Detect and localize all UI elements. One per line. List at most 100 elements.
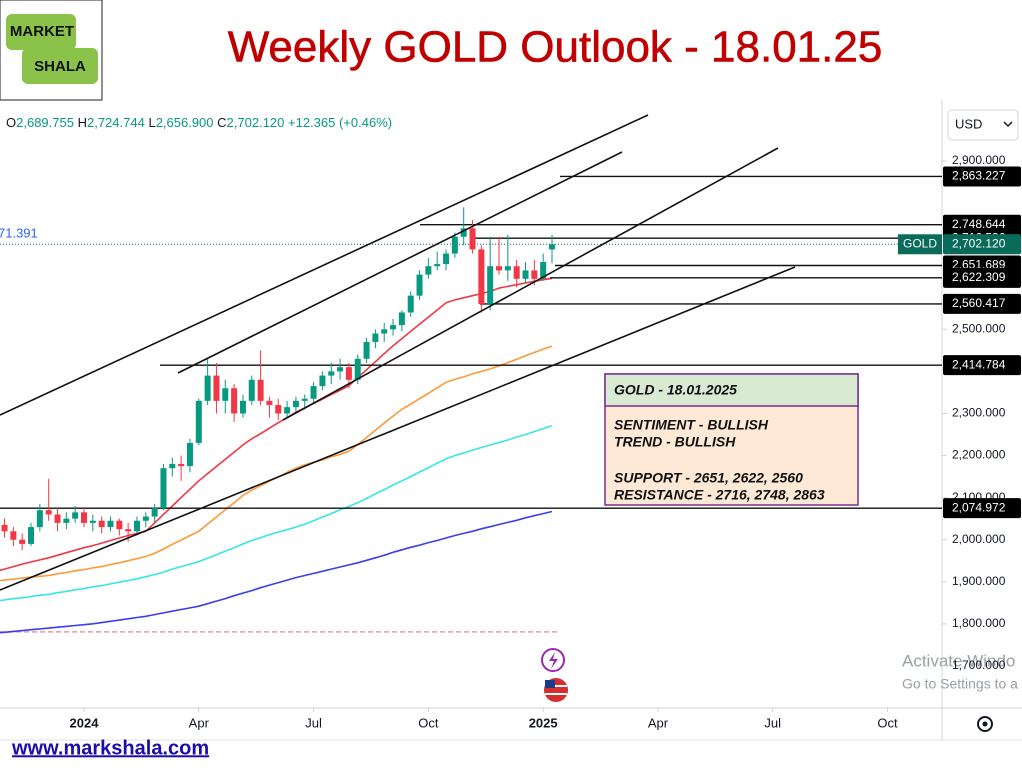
candle-body [72, 512, 79, 519]
candle-body [178, 463, 185, 467]
plot-area [0, 175, 942, 634]
footer-url[interactable]: www.markshala.com [11, 737, 209, 759]
candle-body [513, 266, 520, 279]
candle-body [390, 325, 397, 330]
candle-body [142, 516, 149, 521]
candle-body [381, 329, 388, 334]
title: Weekly GOLD Outlook - 18.01.25 [228, 23, 883, 72]
candle-body [125, 529, 132, 532]
candle-body [195, 400, 202, 443]
level-box [943, 267, 1021, 288]
candle-body [478, 249, 485, 305]
ohlc-key: H [78, 115, 87, 130]
x-tick-label: Apr [648, 715, 669, 730]
candle-body [345, 367, 352, 380]
candle-body [284, 407, 291, 414]
moving-average-line [0, 424, 553, 602]
candle-body [416, 274, 423, 296]
candle-body [469, 228, 476, 250]
candle-body [354, 358, 361, 380]
logo-text: SHALA [34, 58, 86, 75]
ohlc-change: +12.365 (+0.46%) [288, 115, 392, 130]
candle-body [531, 270, 538, 279]
candle-body [319, 375, 326, 387]
candle-body [45, 510, 52, 515]
candle-body [257, 379, 264, 401]
candle-body [496, 266, 503, 271]
moving-average-line [0, 510, 553, 634]
level-label: 2,748.644 [952, 217, 1006, 231]
last-price-label: 2,702.120 [952, 236, 1006, 250]
candle-body [443, 253, 450, 265]
level-box [943, 166, 1021, 187]
candle-body [310, 386, 317, 399]
settings-button[interactable] [977, 716, 993, 732]
ohlc-key: O [6, 115, 16, 130]
currency-label[interactable]: USD [955, 116, 982, 131]
x-tick-label: Apr [189, 715, 210, 730]
info-title: GOLD - 18.01.2025 [614, 382, 737, 398]
candle-body [540, 261, 547, 279]
candle-body [63, 518, 70, 523]
candle-body [89, 520, 96, 523]
candle-body [275, 405, 282, 414]
candle-body [160, 468, 167, 509]
currency-dropdown[interactable]: USD [947, 109, 1019, 141]
ohlc-key: C [217, 115, 226, 130]
last-price-box [943, 234, 1021, 255]
candle-body [407, 295, 414, 313]
candle-body [363, 341, 370, 359]
ohlc-value: 2,724.744 [87, 115, 145, 130]
candle-body [328, 371, 335, 376]
ohlc-value: 2,689.755 [16, 115, 74, 130]
logo: MARKET SHALA [0, 0, 103, 101]
x-tick-label: Oct [877, 715, 898, 730]
watermark: Go to Settings to a [902, 676, 1018, 692]
y-tick-label: 2,500.000 [952, 321, 1006, 335]
candle-body [133, 520, 140, 532]
candle-body [266, 400, 273, 406]
candle-body [425, 266, 432, 275]
ohlc-value: 2,656.900 [156, 115, 214, 130]
x-tick-label: 2024 [70, 715, 100, 730]
y-tick-label: 1,900.000 [952, 574, 1006, 588]
candle-body [36, 510, 43, 528]
y-tick-label: 2,300.000 [952, 406, 1006, 420]
candle-body [204, 375, 211, 401]
x-tick-label: Jul [764, 715, 781, 730]
level-box [943, 293, 1021, 314]
candle-body [434, 264, 441, 267]
logo-text: MARKET [10, 23, 74, 40]
candle-body [186, 442, 193, 467]
candle-body [107, 520, 114, 528]
level-label: 2,560.417 [952, 296, 1006, 310]
candle-body [81, 512, 87, 523]
candle-body [98, 520, 105, 528]
x-tick-label: Jul [305, 715, 322, 730]
candle-body [1, 524, 8, 532]
info-line: RESISTANCE - 2716, 2748, 2863 [614, 487, 825, 503]
candle-body [292, 400, 299, 408]
candle-body [19, 539, 26, 544]
ohlc-value: 2,702.120 [227, 115, 285, 130]
watermark: Activate Windo [902, 651, 1015, 670]
candle-body [548, 244, 555, 250]
level-label: 2,414.784 [952, 357, 1006, 371]
level-label: 2,863.227 [952, 169, 1006, 183]
level-label: 2,622.309 [952, 270, 1006, 284]
info-line: SUPPORT - 2651, 2622, 2560 [614, 470, 803, 486]
event-icons[interactable] [541, 648, 568, 702]
info-box: GOLD - 18.01.2025 SENTIMENT - BULLISH TR… [604, 373, 859, 506]
info-line: TREND - BULLISH [614, 434, 736, 450]
x-tick-label: 2025 [529, 715, 558, 730]
y-tick-label: 2,900.000 [952, 153, 1006, 167]
candle-body [10, 531, 17, 540]
y-tick-label: 1,700.000 [952, 658, 1006, 672]
y-tick-label: 1,800.000 [952, 616, 1006, 630]
level-box [943, 355, 1021, 376]
x-tick-label: Oct [418, 715, 439, 730]
moving-average-line [0, 277, 553, 572]
candle-body [231, 388, 238, 414]
